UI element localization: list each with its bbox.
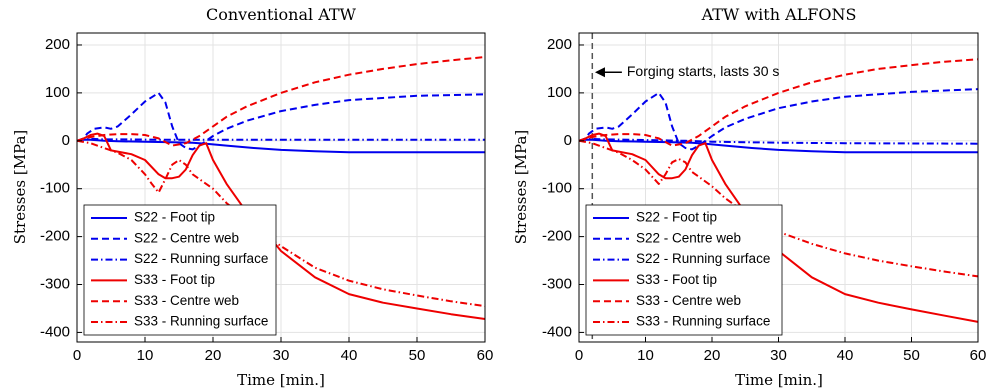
x-tick-label: 0	[73, 347, 81, 364]
legend-label: S33 - Centre web	[636, 293, 741, 308]
series-line	[76, 91, 486, 151]
legend-entries: S22 - Foot tip S22 - Centre web S22 - Runn…	[593, 210, 770, 329]
legend-box	[585, 204, 783, 336]
chart-title: ATW with ALFONS	[701, 5, 857, 24]
legend: S22 - Foot tip S22 - Centre web S22 - Runn…	[585, 204, 783, 336]
y-tick-label: 100	[547, 84, 572, 101]
legend-label: S22 - Foot tip	[636, 210, 717, 225]
legend-label: S33 - Foot tip	[636, 272, 717, 287]
annotation-arrowhead	[594, 67, 605, 78]
legend-label: S22 - Foot tip	[134, 210, 215, 225]
series-line	[578, 137, 979, 145]
series-lines	[578, 58, 979, 323]
x-axis-label: Time [min.]	[237, 371, 325, 389]
legend-box	[83, 204, 277, 336]
panel-right: -400 -300 -200 -100 0 100 200 0 10 20 30 40 50 60 Fo…	[512, 5, 986, 389]
legend-entries: S22 - Foot tip S22 - Centre web S22 - Runn…	[91, 210, 268, 329]
x-tick-label: 10	[637, 347, 654, 364]
legend-label: S22 - Running surface	[636, 251, 770, 266]
y-tick-label: 0	[62, 132, 70, 149]
x-tick-label: 60	[970, 347, 987, 364]
series-lines	[76, 56, 486, 320]
x-tick-label: 20	[704, 347, 721, 364]
y-axis-label: Stresses [MPa]	[11, 130, 29, 245]
x-tick-label: 10	[137, 347, 154, 364]
x-tick-label: 30	[770, 347, 787, 364]
y-axis-label: Stresses [MPa]	[512, 130, 530, 245]
annotation: Forging starts, lasts 30 s	[594, 63, 780, 79]
x-tick-label: 40	[341, 347, 358, 364]
panel-left: -400 -300 -200 -100 0 100 200 0 10 20 30 40 50 60 Co…	[11, 5, 493, 389]
legend-label: S33 - Centre web	[134, 293, 239, 308]
y-tick-label: 100	[45, 84, 70, 101]
annotation-text: Forging starts, lasts 30 s	[627, 63, 780, 79]
legend: S22 - Foot tip S22 - Centre web S22 - Runn…	[83, 204, 277, 336]
x-tick-label: 40	[837, 347, 854, 364]
y-tick-label: 200	[547, 36, 572, 53]
series-line	[76, 137, 485, 142]
y-tick-label: -200	[40, 228, 70, 245]
legend-label: S22 - Running surface	[134, 251, 268, 266]
legend-label: S22 - Centre web	[134, 230, 239, 245]
series-line	[76, 138, 485, 154]
series-line	[76, 132, 486, 320]
legend-label: S22 - Centre web	[636, 230, 741, 245]
y-ticks: -400 -300 -200 -100 0 100 200	[40, 36, 82, 340]
y-tick-label: -100	[40, 180, 70, 197]
series-line	[76, 56, 486, 147]
y-tick-label: 200	[45, 36, 70, 53]
y-tick-label: 0	[564, 132, 572, 149]
legend-label: S33 - Running surface	[636, 314, 770, 329]
series-line	[578, 139, 979, 278]
series-line	[578, 58, 979, 147]
y-tick-label: -300	[40, 275, 70, 292]
x-tick-label: 50	[903, 347, 920, 364]
series-line	[578, 132, 979, 323]
y-tick-label: -200	[542, 228, 572, 245]
legend-label: S33 - Foot tip	[134, 272, 215, 287]
chart-title: Conventional ATW	[206, 5, 357, 24]
x-tick-label: 30	[273, 347, 290, 364]
x-tick-label: 0	[575, 347, 583, 364]
x-ticks: 0 10 20 30 40 50 60	[575, 337, 987, 364]
x-tick-label: 60	[477, 347, 494, 364]
x-ticks: 0 10 20 30 40 50 60	[73, 337, 494, 364]
legend-label: S33 - Running surface	[134, 314, 268, 329]
x-tick-label: 20	[205, 347, 222, 364]
y-tick-label: -300	[542, 275, 572, 292]
y-ticks: -400 -300 -200 -100 0 100 200	[542, 36, 584, 340]
x-tick-label: 50	[409, 347, 426, 364]
y-tick-label: -100	[542, 180, 572, 197]
y-tick-label: -400	[542, 323, 572, 340]
series-line	[76, 139, 486, 308]
series-line	[578, 138, 978, 154]
x-axis-label: Time [min.]	[735, 371, 823, 389]
y-tick-label: -400	[40, 323, 70, 340]
